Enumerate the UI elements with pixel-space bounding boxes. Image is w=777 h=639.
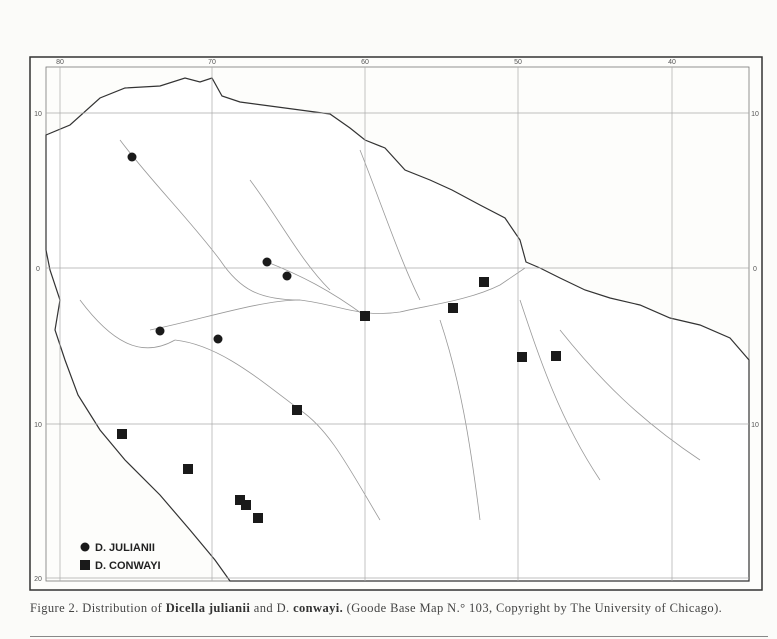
legend-symbol bbox=[80, 542, 90, 552]
latitude-label: 10 bbox=[34, 111, 42, 118]
conwayi-point bbox=[117, 429, 127, 439]
longitude-label: 70 bbox=[208, 59, 216, 66]
julianii-point bbox=[262, 257, 272, 267]
longitude-label: 50 bbox=[514, 59, 522, 66]
map: 80 70 60 50 40 10 0 10 20 10 0 10 D. JUL… bbox=[29, 56, 763, 591]
conwayi-point bbox=[551, 351, 561, 361]
caption-text: and D. bbox=[250, 601, 294, 615]
conwayi-point bbox=[183, 464, 193, 474]
julianii-points bbox=[127, 152, 292, 344]
conwayi-points bbox=[117, 277, 561, 523]
latitude-label: 20 bbox=[34, 576, 42, 583]
conwayi-point bbox=[235, 495, 245, 505]
julianii-point bbox=[127, 152, 137, 162]
graticule bbox=[46, 67, 749, 581]
caption-text: (Goode Base Map N.° 103, Copyright by Th… bbox=[343, 601, 723, 615]
legend-entry: D. CONWAYI bbox=[95, 560, 161, 572]
conwayi-point bbox=[292, 405, 302, 415]
conwayi-point bbox=[253, 513, 263, 523]
conwayi-point bbox=[241, 500, 251, 510]
caption-species: conwayi. bbox=[293, 601, 344, 615]
legend-symbol bbox=[80, 560, 90, 570]
south-america bbox=[45, 77, 750, 582]
latitude-label: 10 bbox=[751, 422, 759, 429]
latitude-label: 10 bbox=[751, 111, 759, 118]
caption-text: Figure 2. Distribution of bbox=[30, 601, 166, 615]
julianii-point bbox=[155, 326, 165, 336]
latitude-label: 0 bbox=[753, 266, 757, 273]
longitude-label: 60 bbox=[361, 59, 369, 66]
legend-entry: D. JULIANII bbox=[95, 542, 155, 554]
conwayi-point bbox=[517, 352, 527, 362]
caption-species: Dicella julianii bbox=[165, 601, 251, 615]
longitude-label: 80 bbox=[56, 59, 64, 66]
julianii-point bbox=[213, 334, 223, 344]
conwayi-point bbox=[448, 303, 458, 313]
latitude-label: 10 bbox=[34, 422, 42, 429]
conwayi-point bbox=[360, 311, 370, 321]
figure-caption: Figure 2. Distribution of Dicella julian… bbox=[30, 599, 768, 617]
conwayi-point bbox=[479, 277, 489, 287]
longitude-label: 40 bbox=[668, 59, 676, 66]
rule bbox=[30, 636, 768, 637]
latitude-label: 0 bbox=[36, 266, 40, 273]
rivers bbox=[79, 139, 701, 521]
julianii-point bbox=[282, 271, 292, 281]
